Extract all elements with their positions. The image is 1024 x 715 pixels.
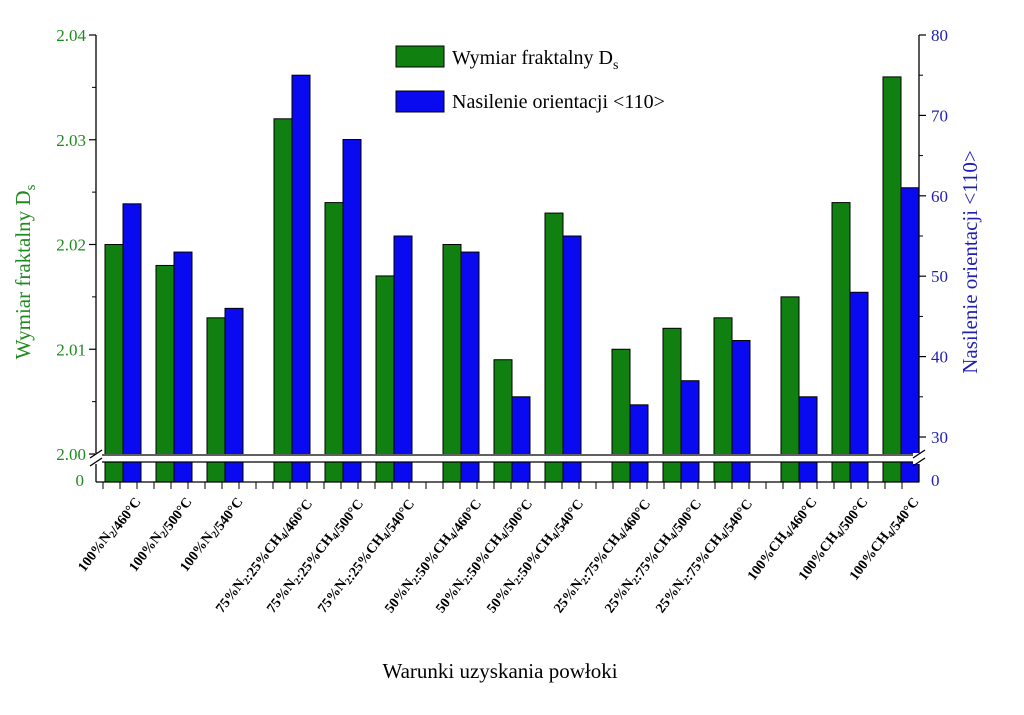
bar-orientation-1 — [122, 203, 142, 483]
bar-orientation-10 — [629, 404, 649, 483]
y-tick-label-left: 2.00 — [56, 445, 86, 464]
y-tick-label-right: 60 — [931, 187, 948, 206]
y-tick-label-left: 2.01 — [56, 340, 86, 359]
bar-orientation-6 — [393, 235, 413, 483]
y-zero-label-right: 0 — [931, 471, 940, 490]
legend-label-fractal: Wymiar fraktalny Ds — [452, 47, 618, 73]
axis-break-mark — [912, 449, 926, 459]
axis-break-mark — [912, 457, 926, 467]
legend-label-orientation: Nasilenie orientacji <110> — [452, 91, 665, 113]
x-axis-title: Warunki uzyskania powłoki — [382, 659, 617, 683]
bar-orientation-4 — [291, 74, 311, 483]
bar-orientation-13 — [798, 396, 818, 483]
y-axis-title-left: Wymiar fraktalny Ds — [11, 184, 39, 359]
bar-fractal-4 — [273, 118, 293, 483]
bar-fractal-2 — [155, 264, 175, 483]
bar-orientation-9 — [562, 235, 582, 483]
y-zero-label-left: 0 — [76, 471, 85, 490]
legend: Wymiar fraktalny Ds Nasilenie orientacji … — [395, 45, 665, 113]
bar-fractal-7 — [442, 244, 462, 483]
bar-fractal-9 — [544, 212, 564, 483]
category-label-12: 25%N2:75%CH4/540°C — [654, 493, 756, 619]
y-tick-label-right: 30 — [931, 428, 948, 447]
bar-orientation-8 — [511, 396, 531, 483]
axis-break-gap-right — [913, 453, 925, 464]
legend-swatch-fractal — [395, 45, 445, 68]
bar-orientation-11 — [680, 380, 700, 483]
y-tick-label-right: 50 — [931, 267, 948, 286]
bar-orientation-2 — [173, 251, 193, 483]
bar-orientation-5 — [342, 139, 362, 483]
y-axis-title-right: Nasilenie orientacji <110> — [958, 150, 982, 374]
axis-break-mark — [89, 457, 103, 467]
bar-orientation-7 — [460, 251, 480, 483]
legend-swatch-orientation — [395, 90, 445, 113]
bar-fractal-15 — [882, 76, 902, 483]
bar-fractal-5 — [324, 202, 344, 483]
y-tick-label-left: 2.03 — [56, 131, 86, 150]
axis-break-band — [97, 454, 918, 462]
y-tick-label-left: 2.04 — [56, 26, 86, 45]
category-label-11: 25%N2:75%CH4/500°C — [603, 493, 705, 619]
axis-break-gap-left — [90, 453, 102, 464]
y-tick-label-right: 80 — [931, 26, 948, 45]
bar-fractal-14 — [831, 202, 851, 483]
bar-fractal-1 — [104, 244, 124, 483]
y-tick-label-right: 70 — [931, 106, 948, 125]
bar-orientation-14 — [849, 291, 869, 483]
bar-fractal-8 — [493, 359, 513, 483]
category-label-8: 50%N2:50%CH4/500°C — [434, 493, 536, 619]
y-tick-label-left: 2.02 — [56, 236, 86, 255]
category-label-5: 75%N2:25%CH4/500°C — [265, 493, 367, 619]
bar-fractal-6 — [375, 275, 395, 483]
bar-orientation-15 — [900, 187, 920, 483]
y-tick-label-right: 40 — [931, 348, 948, 367]
